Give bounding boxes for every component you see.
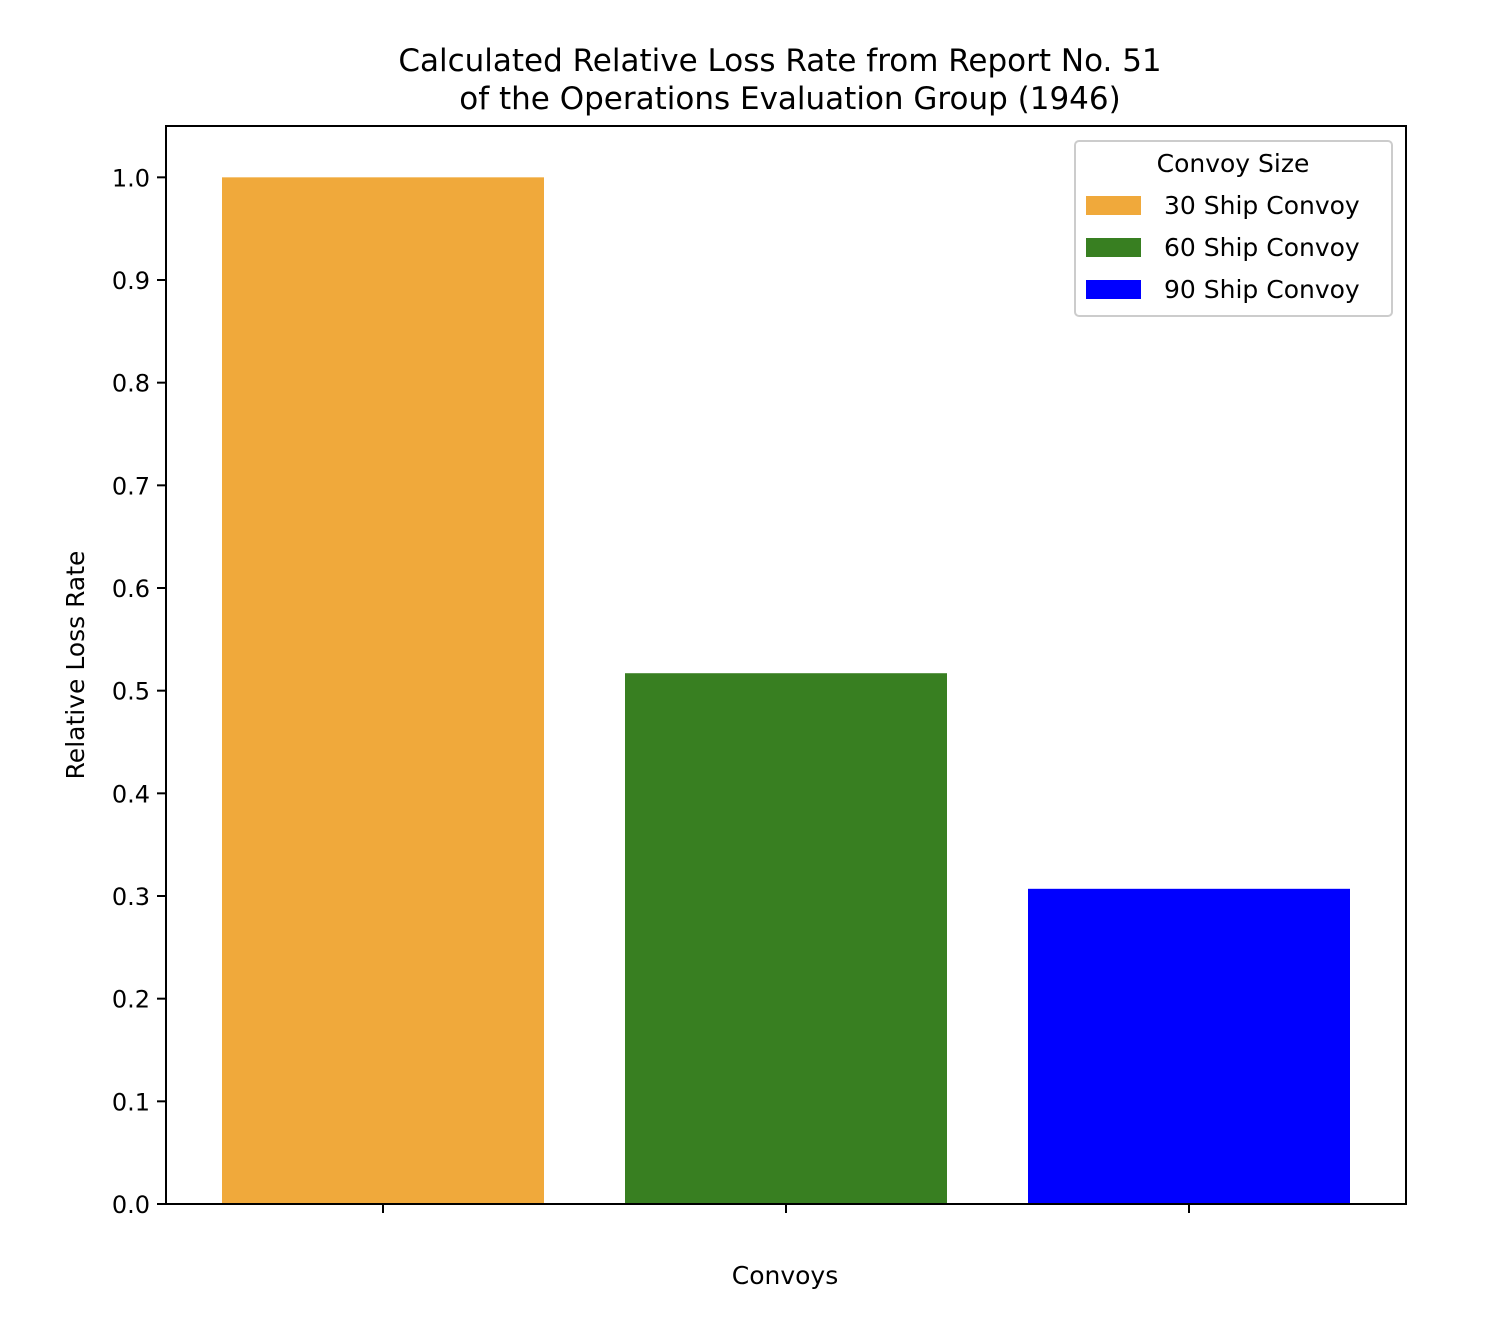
y-tick-label: 0.2 [112,986,150,1014]
y-tick-label: 0.6 [112,575,150,603]
legend-swatch-30-ship-convoy [1086,196,1141,215]
plot-frame [165,125,1407,1205]
y-tick-label: 0.3 [112,883,150,911]
y-tick-label: 0.1 [112,1088,150,1116]
legend-title: Convoy Size [1157,149,1310,178]
bar-60-ship-convoy [625,673,947,1204]
y-tick-label: 0.7 [112,472,150,500]
x-ticks-group [382,1204,1190,1213]
legend-entries: 30 Ship Convoy 60 Ship Convoy 90 Ship Conv… [1086,191,1360,304]
bar-30-ship-convoy [222,177,544,1204]
legend-label-90-ship-convoy: 90 Ship Convoy [1164,275,1360,304]
bars-group [222,177,1350,1204]
y-axis-label: Relative Loss Rate [61,551,90,780]
x-axis-label: Convoys [732,1261,839,1290]
y-tick-label: 0.9 [112,267,150,295]
y-tick-label: 0.4 [112,780,150,808]
chart-title-line-2: of the Operations Evaluation Group (1946… [459,81,1120,117]
legend: Convoy Size 30 Ship Convoy 60 Ship Convoy… [1074,140,1393,317]
bar-90-ship-convoy [1028,888,1350,1204]
y-ticks-group: 0.0 0.1 0.2 0.3 0.4 0.5 0.6 0.7 0.8 0.9 1.0 [112,164,166,1219]
y-tick-label: 0.0 [112,1191,150,1219]
y-tick-label: 0.8 [112,370,150,398]
legend-swatch-90-ship-convoy [1086,280,1141,299]
legend-label-60-ship-convoy: 60 Ship Convoy [1164,233,1360,262]
chart-title-line-1: Calculated Relative Loss Rate from Repor… [398,43,1161,79]
legend-frame [1074,140,1393,317]
legend-label-30-ship-convoy: 30 Ship Convoy [1164,191,1360,220]
y-tick-label: 1.0 [112,164,150,192]
legend-swatch-60-ship-convoy [1086,238,1141,257]
y-tick-label: 0.5 [112,678,150,706]
